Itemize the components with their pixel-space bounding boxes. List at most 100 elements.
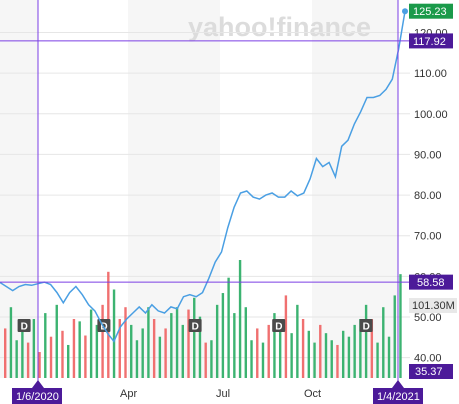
volume-bar bbox=[49, 336, 53, 378]
volume-bar bbox=[55, 304, 58, 378]
volume-bar bbox=[250, 340, 253, 378]
price-line bbox=[0, 11, 406, 343]
volume-bar bbox=[238, 260, 242, 378]
volume-bar bbox=[313, 342, 316, 378]
x-tick-label: Jul bbox=[216, 388, 230, 400]
volume-bar bbox=[181, 324, 184, 378]
volume-bar bbox=[336, 344, 339, 378]
volume-bar bbox=[301, 319, 305, 378]
volume-bar bbox=[78, 321, 81, 378]
volume-bar bbox=[382, 307, 385, 378]
volume-bar bbox=[32, 319, 36, 378]
volume-bar bbox=[376, 342, 379, 378]
band-2 bbox=[312, 0, 398, 378]
volume-bar bbox=[307, 330, 311, 378]
volume-bar bbox=[26, 342, 30, 378]
x-tick-label: Oct bbox=[304, 388, 321, 400]
volume-bar bbox=[152, 319, 156, 378]
volume-bar bbox=[370, 319, 374, 378]
volume-bar bbox=[347, 336, 351, 378]
y-axis: 120.00110.00100.0090.0080.0070.0060.0050… bbox=[414, 27, 448, 364]
volume-bar bbox=[164, 328, 167, 378]
volume-bar bbox=[141, 328, 144, 378]
crosshair-1-date: 1/6/2020 bbox=[16, 391, 59, 403]
volume-bar bbox=[319, 324, 322, 378]
volume-bar bbox=[364, 304, 368, 378]
dividend-marker-label: D bbox=[192, 322, 199, 333]
dividend-marker-label: D bbox=[275, 322, 282, 333]
y-tick-label: 90.00 bbox=[414, 149, 442, 161]
y-tick-label: 110.00 bbox=[414, 68, 447, 80]
crosshair-1-price-value: 58.58 bbox=[417, 277, 445, 289]
volume-bar bbox=[44, 313, 47, 378]
volume-bar bbox=[135, 340, 139, 378]
y-tick-label: 80.00 bbox=[414, 190, 442, 202]
volume-bar bbox=[296, 304, 299, 378]
volume-bar bbox=[175, 307, 179, 378]
volume-bar bbox=[21, 324, 24, 378]
volume-bar bbox=[118, 319, 121, 378]
volume-bars bbox=[4, 260, 402, 378]
crosshair-2-price-tag: 117.92 bbox=[409, 33, 453, 49]
volume-bar bbox=[330, 340, 333, 378]
volume-bar bbox=[273, 313, 276, 378]
band-1 bbox=[128, 0, 220, 378]
volume-bar bbox=[193, 297, 196, 378]
volume-bar bbox=[101, 304, 104, 378]
crosshair-1-volume-tag: 35.37 bbox=[409, 364, 453, 379]
volume-bar bbox=[324, 333, 328, 378]
last-price-value: 125.23 bbox=[413, 6, 447, 18]
volume-bar bbox=[215, 304, 219, 378]
dividend-marker-3 bbox=[272, 319, 286, 332]
volume-bar bbox=[210, 340, 213, 378]
grid-lines bbox=[0, 31, 410, 359]
volume-bar bbox=[130, 324, 133, 378]
volume-bar bbox=[84, 335, 87, 378]
dividend-marker-4 bbox=[359, 319, 373, 332]
dividend-marker-2 bbox=[188, 319, 202, 332]
volume-value: 101.30M bbox=[412, 300, 455, 312]
brand-logo: yahoo!finance bbox=[188, 12, 371, 42]
volume-bar bbox=[227, 277, 230, 378]
volume-bar bbox=[233, 313, 236, 378]
dividend-marker-label: D bbox=[363, 322, 370, 333]
band-0 bbox=[0, 0, 38, 378]
y-tick-label: 70.00 bbox=[414, 231, 442, 243]
last-price-tag: 125.23 bbox=[409, 3, 453, 19]
volume-bar bbox=[399, 274, 402, 378]
volume-bar bbox=[9, 307, 13, 378]
crosshair-2-price-value: 117.92 bbox=[413, 36, 446, 48]
volume-bar bbox=[4, 328, 7, 378]
volume-bar bbox=[72, 319, 76, 378]
crosshair-2-date-tag: 1/4/2021 bbox=[373, 380, 423, 404]
dividend-marker-label: D bbox=[21, 322, 28, 333]
volume-bar bbox=[124, 307, 127, 378]
volume-bar bbox=[95, 324, 99, 378]
x-axis: Apr Jul Oct bbox=[120, 388, 321, 400]
volume-bar bbox=[112, 289, 116, 378]
volume-bar bbox=[387, 336, 391, 378]
volume-bar bbox=[170, 313, 173, 378]
crosshair-1-price-tag: 58.58 bbox=[409, 274, 453, 290]
volume-bar bbox=[147, 307, 150, 378]
crosshair-1-date-tag: 1/6/2020 bbox=[12, 380, 62, 404]
volume-bar bbox=[61, 330, 64, 378]
dividend-marker-0 bbox=[17, 319, 31, 332]
volume-bar bbox=[198, 316, 202, 378]
volume-bar bbox=[278, 328, 282, 378]
volume-bar bbox=[290, 333, 293, 378]
volume-bar bbox=[256, 328, 259, 378]
volume-bar bbox=[261, 342, 265, 378]
y-tick-label: 100.00 bbox=[414, 109, 448, 121]
volume-bar bbox=[341, 330, 345, 378]
last-price-dot bbox=[402, 8, 408, 15]
volume-bar bbox=[393, 295, 396, 378]
volume-tag: 101.30M bbox=[409, 298, 457, 313]
volume-bar bbox=[221, 293, 225, 378]
y-tick-label: 40.00 bbox=[414, 353, 442, 365]
volume-bar bbox=[353, 324, 356, 378]
volume-bar bbox=[187, 309, 190, 378]
x-tick-label: Apr bbox=[120, 388, 137, 400]
